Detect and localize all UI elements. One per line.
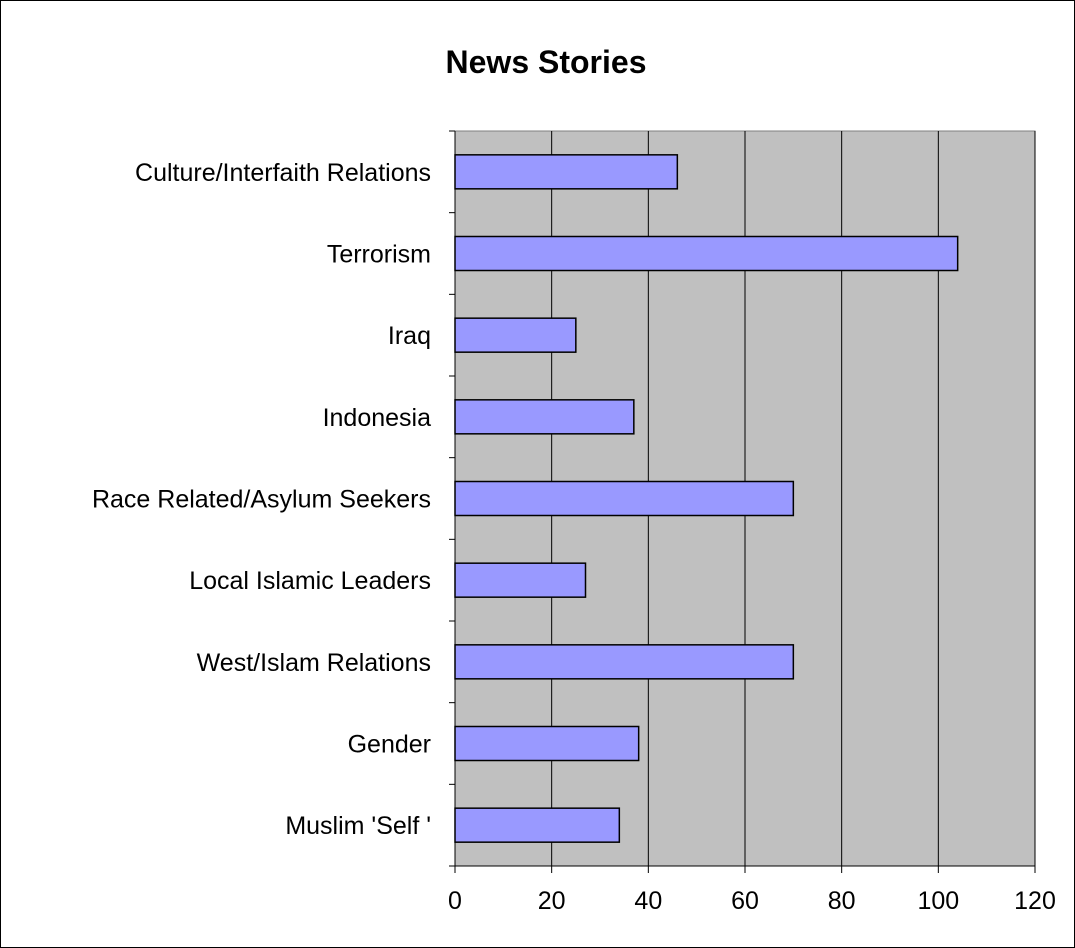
x-tick-label: 80 [828,887,856,915]
x-tick-label: 40 [634,887,662,915]
bars [454,154,959,843]
x-tick-label: 0 [448,887,462,915]
bar [454,725,640,762]
category-label: Muslim 'Self ' [285,812,431,840]
category-label: Indonesia [323,404,432,432]
x-tick-label: 60 [731,887,759,915]
category-label: Race Related/Asylum Seekers [92,486,431,514]
category-label: Culture/Interfaith Relations [135,159,431,187]
category-label: Gender [348,731,431,759]
bar [454,480,795,517]
axes [449,130,1036,873]
category-label: Terrorism [327,241,431,269]
bar [454,235,959,272]
category-label: West/Islam Relations [197,649,431,677]
category-label: Local Islamic Leaders [189,567,431,595]
x-tick-labels: 0 20 40 60 80 100 120 [448,887,1056,915]
chart-title: News Stories [446,44,647,80]
category-labels: Culture/Interfaith Relations Terrorism Ira… [92,159,431,840]
x-tick-label: 120 [1014,887,1056,915]
bar [454,399,635,435]
x-tick-label: 100 [917,887,959,915]
bar [454,644,795,680]
bar [454,562,587,598]
bar [454,807,621,843]
bar [454,317,577,353]
x-tick-label: 20 [538,887,566,915]
bar [454,154,679,190]
category-label: Iraq [388,322,431,350]
